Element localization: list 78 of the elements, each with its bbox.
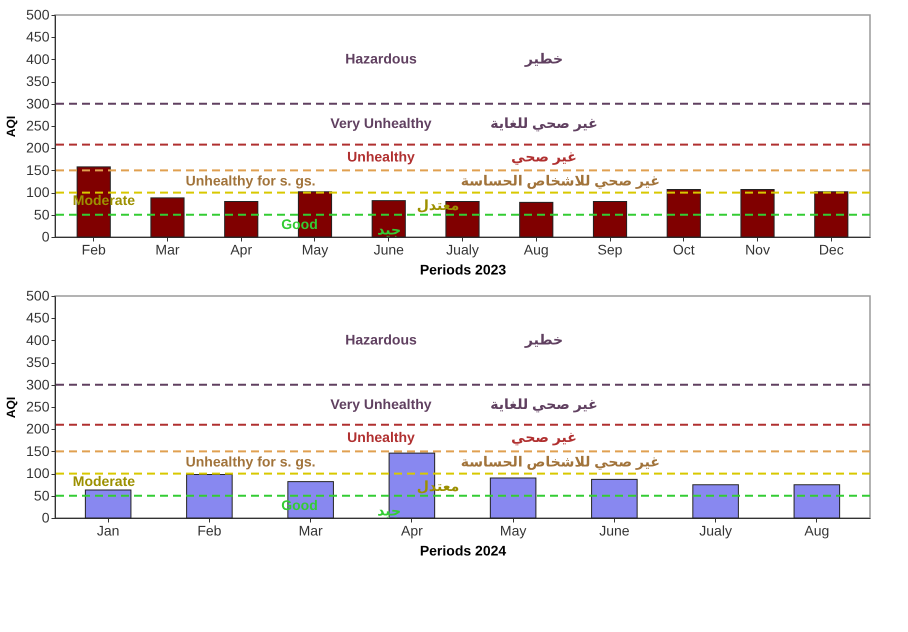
annotation: Very Unhealthy — [330, 115, 432, 132]
x-tick-label: Jualy — [446, 242, 479, 258]
y-tick-label: 200 — [26, 420, 50, 437]
x-tick-label: Feb — [82, 242, 106, 258]
y-tick-label: 400 — [26, 50, 50, 67]
bar — [224, 200, 258, 238]
x-axis-title: Periods 2024 — [420, 542, 506, 558]
annotation: Very Unhealthy — [330, 396, 432, 412]
y-tick-label: 50 — [34, 206, 50, 222]
y-tick-label: 350 — [26, 354, 50, 370]
x-tick-label: Mar — [155, 242, 180, 258]
bar — [592, 200, 628, 238]
bar — [591, 478, 638, 518]
bar — [794, 484, 840, 518]
y-tick-label: 0 — [42, 510, 50, 526]
annotation: غير صحي — [511, 429, 577, 446]
y-tick-label: 400 — [26, 332, 50, 348]
annotation: خطير — [524, 50, 564, 68]
y-tick-label: 50 — [34, 487, 50, 504]
y-axis-title: AQI — [4, 396, 18, 418]
annotation: غير صحي للغاية — [490, 115, 598, 132]
y-tick-label: 0 — [42, 228, 50, 244]
x-tick-label: Feb — [197, 522, 222, 538]
y-tick-label: 150 — [26, 442, 50, 459]
y-tick-label: 100 — [26, 184, 50, 200]
x-tick-label: Nov — [745, 242, 770, 258]
x-tick-label: Apr — [230, 242, 252, 258]
bar — [372, 200, 406, 238]
annotation: خطير — [524, 331, 564, 348]
annotation: Unhealthy — [347, 148, 416, 165]
annotation: Moderate — [72, 473, 136, 490]
x-tick-label: June — [599, 522, 630, 538]
bar — [490, 478, 536, 518]
bar — [692, 484, 739, 518]
bar — [519, 202, 554, 238]
x-axis-title: Periods 2023 — [420, 262, 506, 278]
y-tick-label: 500 — [26, 6, 50, 22]
y-tick-label: 200 — [26, 140, 50, 156]
x-tick-label: Aug — [804, 522, 830, 538]
y-axis-title: AQI — [4, 116, 18, 138]
x-tick-label: May — [500, 522, 526, 538]
annotation: Hazardous — [345, 50, 417, 66]
y-tick-label: 250 — [26, 398, 50, 414]
annotation: غير صحي — [511, 148, 577, 166]
bar — [150, 197, 185, 238]
x-tick-label: Mar — [298, 522, 324, 538]
annotation: غير صحي للغاية — [490, 396, 598, 413]
y-tick-label: 100 — [26, 465, 50, 482]
annotation: جيد — [377, 221, 402, 238]
annotation: Hazardous — [345, 331, 417, 348]
annotation: غير صحي للاشخاص الحساسة — [460, 454, 660, 470]
y-tick-label: 500 — [26, 288, 50, 304]
y-tick-label: 300 — [26, 95, 50, 112]
x-tick-label: May — [302, 242, 328, 258]
x-tick-label: Dec — [818, 242, 844, 258]
y-tick-label: 250 — [26, 118, 50, 134]
y-tick-label: 150 — [26, 162, 50, 178]
y-tick-label: 350 — [26, 73, 50, 90]
x-tick-label: Jan — [96, 522, 120, 538]
x-tick-label: June — [374, 242, 404, 258]
annotation: Unhealthy for s. gs. — [186, 172, 316, 188]
x-tick-label: Jualy — [699, 522, 732, 538]
bar — [186, 474, 233, 518]
annotation: Unhealthy — [347, 429, 416, 446]
bar — [740, 188, 775, 238]
x-tick-label: Oct — [672, 242, 695, 258]
bar — [814, 191, 848, 238]
x-tick-label: Aug — [524, 242, 549, 258]
annotation: جيد — [377, 502, 402, 518]
bar — [84, 490, 132, 518]
annotation: Unhealthy for s. gs. — [186, 454, 316, 470]
y-tick-label: 300 — [26, 376, 50, 392]
y-tick-label: 450 — [26, 310, 50, 326]
annotation: غير صحي للاشخاص الحساسة — [460, 172, 660, 190]
x-tick-label: Sep — [598, 242, 623, 258]
x-tick-label: Apr — [400, 522, 424, 538]
bar — [666, 188, 701, 238]
y-tick-label: 450 — [26, 28, 50, 45]
